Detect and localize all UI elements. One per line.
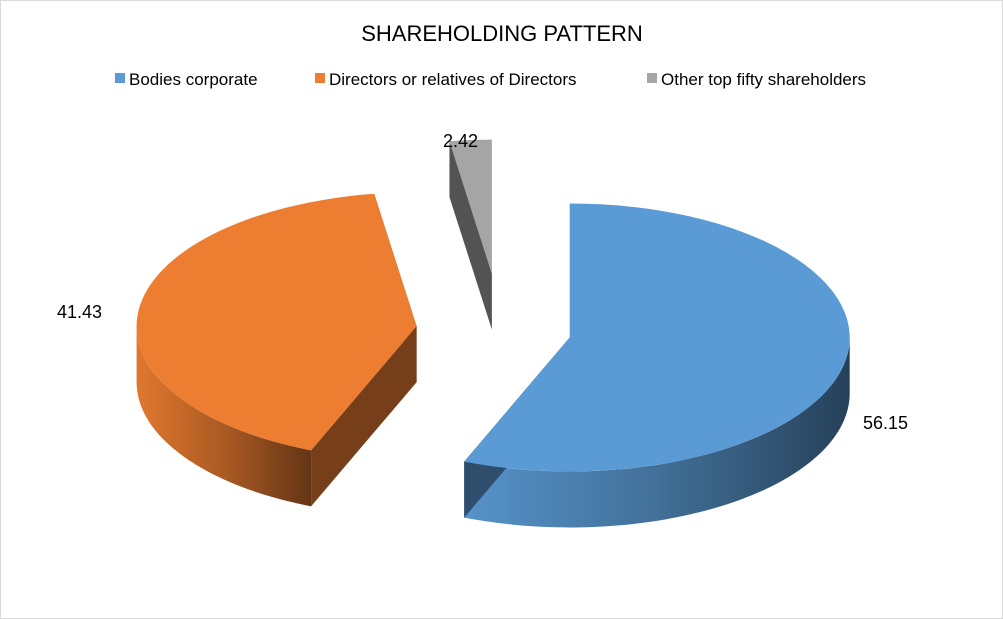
legend-swatch	[115, 73, 125, 83]
legend-swatch	[315, 73, 325, 83]
slice-top	[449, 139, 492, 274]
legend: Bodies corporate Directors or relatives …	[115, 70, 866, 89]
data-labels: 56.15 41.43 2.42	[57, 131, 908, 433]
slice-top	[464, 203, 850, 472]
legend-item-other-top-fifty: Other top fifty shareholders	[647, 70, 866, 89]
pie-slice-other-top-fifty	[449, 139, 492, 330]
legend-label: Other top fifty shareholders	[661, 70, 866, 89]
legend-item-bodies-corporate: Bodies corporate	[115, 70, 258, 89]
legend-label: Directors or relatives of Directors	[329, 70, 577, 89]
pie-slice-bodies-corporate	[464, 203, 850, 528]
data-label-other-top-fifty: 2.42	[443, 131, 478, 151]
slice-cut	[449, 141, 492, 330]
slice-cut	[311, 326, 417, 507]
data-label-directors: 41.43	[57, 302, 102, 322]
chart-title: SHAREHOLDING PATTERN	[361, 21, 643, 46]
legend-swatch	[647, 73, 657, 83]
pie-slice-directors	[136, 193, 417, 507]
slice-top	[136, 193, 417, 451]
pie-slices	[136, 139, 850, 528]
slice-side	[136, 326, 312, 507]
legend-label: Bodies corporate	[129, 70, 258, 89]
legend-item-directors: Directors or relatives of Directors	[315, 70, 577, 89]
slice-side	[464, 337, 850, 528]
data-label-bodies-corporate: 56.15	[863, 413, 908, 433]
